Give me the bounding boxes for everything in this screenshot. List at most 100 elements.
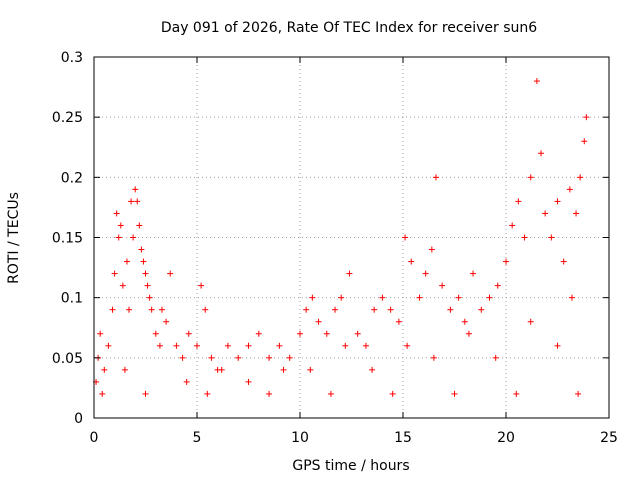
data-point (309, 294, 316, 301)
data-point (432, 174, 439, 181)
x-tick-label: 20 (497, 430, 515, 446)
chart-title: Day 091 of 2026, Rate Of TEC Index for r… (161, 20, 537, 36)
grid-lines (94, 57, 609, 418)
data-point (156, 342, 163, 349)
data-point (148, 306, 155, 313)
data-point (568, 294, 575, 301)
data-point (255, 330, 262, 337)
x-tick-label: 0 (90, 430, 99, 446)
axis-ticks: 0 5 10 15 20 25 0 0.05 0.1 0.15 0.2 0.25 0.3 (52, 50, 618, 446)
data-point (527, 318, 534, 325)
data-point (354, 330, 361, 337)
data-point (126, 306, 133, 313)
data-point (509, 222, 516, 229)
data-point (297, 330, 303, 337)
data-point (144, 282, 151, 289)
data-point (113, 210, 120, 217)
data-point (527, 174, 534, 181)
data-point (136, 222, 143, 229)
data-point (173, 342, 180, 349)
data-point (134, 198, 141, 205)
data-point (533, 78, 540, 85)
data-point (183, 378, 190, 385)
data-point (286, 354, 293, 361)
data-point (577, 174, 584, 181)
data-point (152, 330, 159, 337)
y-tick-label: 0.05 (52, 351, 83, 367)
y-axis-label: ROTI / TECUs (6, 192, 22, 284)
plot-frame (93, 56, 610, 419)
y-tick-label: 0.25 (52, 110, 83, 126)
data-point (575, 390, 582, 397)
data-point (179, 354, 186, 361)
y-tick-label: 0 (74, 411, 83, 427)
data-point (202, 306, 209, 313)
data-point (117, 222, 124, 229)
data-point (554, 198, 561, 205)
data-point (470, 270, 477, 277)
data-point (280, 366, 287, 373)
data-point (235, 354, 242, 361)
x-tick-label: 10 (291, 430, 309, 446)
data-point (447, 306, 454, 313)
data-point (332, 306, 339, 313)
x-tick-label: 25 (600, 430, 618, 446)
data-point (123, 258, 130, 265)
data-point (198, 282, 205, 289)
data-points (93, 78, 590, 397)
data-point (395, 318, 402, 325)
data-point (478, 306, 485, 313)
data-point (389, 390, 396, 397)
y-tick-label: 0.3 (61, 50, 83, 66)
data-point (185, 330, 192, 337)
data-point (416, 294, 423, 301)
data-point (486, 294, 493, 301)
data-point (379, 294, 386, 301)
data-point (327, 390, 334, 397)
data-point (515, 198, 522, 205)
data-point (342, 342, 349, 349)
data-point (455, 294, 462, 301)
data-point (109, 306, 116, 313)
y-tick-label: 0.2 (61, 170, 83, 186)
data-point (492, 354, 499, 361)
data-point (163, 318, 170, 325)
data-point (548, 234, 555, 241)
data-point (142, 270, 149, 277)
data-point (422, 270, 429, 277)
data-point (303, 306, 310, 313)
x-tick-label: 15 (394, 430, 412, 446)
data-point (218, 366, 225, 373)
data-point (194, 342, 200, 349)
data-point (573, 210, 580, 217)
data-point (513, 390, 520, 397)
data-point (371, 306, 378, 313)
data-point (346, 270, 353, 277)
data-point (105, 342, 112, 349)
data-point (99, 390, 106, 397)
data-point (451, 390, 458, 397)
data-point (142, 390, 149, 397)
data-point (461, 318, 468, 325)
data-point (138, 246, 145, 253)
data-point (503, 258, 509, 265)
data-point (266, 354, 273, 361)
data-point (115, 234, 122, 241)
data-point (119, 282, 126, 289)
data-point (130, 234, 137, 241)
data-point (245, 342, 252, 349)
data-point (465, 330, 472, 337)
data-point (167, 270, 174, 277)
data-point (538, 150, 545, 157)
data-point (402, 234, 409, 241)
data-point (560, 258, 567, 265)
data-point (369, 366, 376, 373)
data-point (146, 294, 153, 301)
data-point (494, 282, 501, 289)
data-point (276, 342, 283, 349)
data-point (101, 366, 108, 373)
data-point (542, 210, 549, 217)
data-point (581, 138, 588, 145)
data-point (566, 186, 573, 193)
